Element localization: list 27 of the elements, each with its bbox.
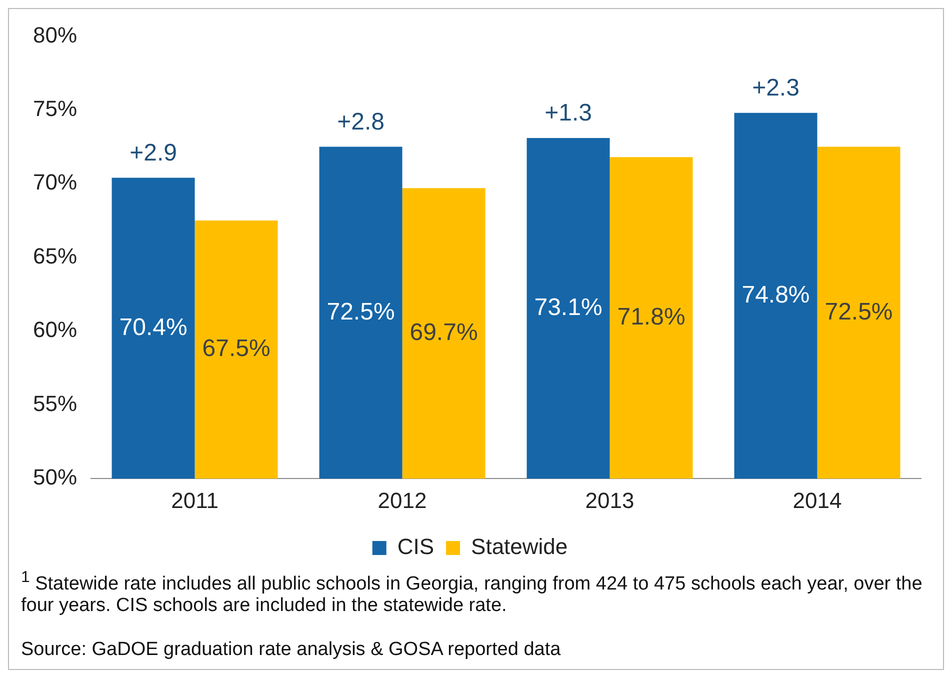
data-label: 69.7%	[410, 318, 478, 346]
data-label: 71.8%	[617, 303, 686, 330]
y-tick-label: 70%	[32, 170, 78, 195]
data-label: 73.1%	[534, 294, 602, 321]
text: $^{1}$ Statewide rate includes all public schools in Georgia, ranging from 424 to 475 schools each year, over the four years. CIS schools are included in the statewide rate.	[21, 569, 924, 618]
data-label: 72.5%	[824, 298, 893, 326]
annotation: +2.9	[130, 139, 177, 166]
annotation: +2.3	[752, 74, 800, 102]
data-label: 67.5%	[202, 335, 270, 362]
y-tick-label: 50%	[32, 464, 78, 490]
source-note: Source: GaDOE graduation rate analysis & GOSA reported data	[21, 639, 562, 662]
legend-label: Statewide	[471, 534, 568, 560]
annotation: +2.8	[337, 108, 384, 136]
x-tick-label: 2012	[378, 488, 427, 513]
data-label: 72.5%	[326, 298, 395, 326]
x-tick-label: 2011	[171, 488, 218, 513]
data-label: 74.8%	[742, 281, 810, 308]
data-label: 70.4%	[119, 314, 188, 341]
annotation: +1.3	[544, 100, 592, 127]
x-tick-label: 2013	[585, 488, 634, 513]
y-tick-label: 60%	[32, 317, 78, 342]
y-tick-label: 80%	[32, 22, 78, 48]
x-tick-label: 2014	[792, 488, 842, 513]
y-tick-label: 55%	[32, 390, 78, 416]
legend-label: CIS	[397, 534, 434, 560]
y-tick-label: 75%	[32, 96, 78, 121]
y-tick-label: 65%	[32, 243, 78, 268]
